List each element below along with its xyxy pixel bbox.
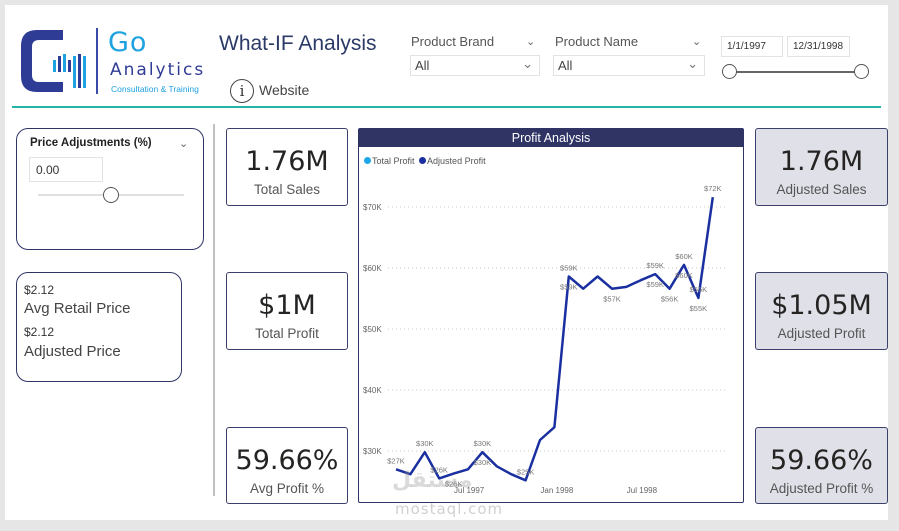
- logo-brand-analytics: Analytics: [110, 60, 206, 80]
- watermark-arabic: مستقل: [392, 468, 473, 493]
- data-label: $57K: [603, 295, 621, 304]
- data-label: $59K: [560, 264, 578, 273]
- legend-dot-total-profit-icon: [364, 157, 371, 164]
- kpi-value: 59.66%: [235, 445, 339, 476]
- kpi-value: 1.76M: [779, 146, 864, 177]
- adjusted-price-label: Adjusted Price: [24, 343, 121, 360]
- data-label: $60K: [675, 252, 693, 261]
- legend-label-adjusted-profit[interactable]: Adjusted Profit: [427, 156, 486, 166]
- data-label: $26K: [445, 480, 463, 489]
- legend-dot-adjusted-profit-icon: [419, 157, 427, 164]
- product-name-value: All: [558, 58, 573, 73]
- y-tick-label: $40K: [363, 386, 382, 395]
- kpi-label: Avg Profit %: [249, 481, 325, 496]
- chart-plot-area: $30K $40K $50K $60K $70K Jul 1997 Jan 1998 Jul …: [363, 184, 725, 495]
- product-brand-collapse-chevron-icon[interactable]: ⌄: [526, 35, 536, 48]
- data-label: $59K: [560, 283, 578, 292]
- header-divider: [12, 106, 881, 108]
- data-label: $59K: [646, 261, 664, 270]
- data-label: $30K: [474, 458, 492, 467]
- kpi-label: Adjusted Profit %: [769, 481, 874, 496]
- date-start-input[interactable]: 1/1/1997: [721, 36, 783, 57]
- profit-analysis-chart[interactable]: [358, 128, 744, 503]
- y-tick-label: $30K: [363, 447, 382, 456]
- avg-retail-price-value: $2.12: [24, 283, 55, 297]
- chart-title: Profit Analysis: [359, 129, 743, 147]
- adjusted-price-value: $2.12: [24, 325, 55, 339]
- chevron-down-icon: ⌄: [687, 56, 698, 71]
- kpi-card-adjusted-profit-pct: 59.66% Adjusted Profit %: [755, 427, 888, 504]
- go-analytics-logo-icon: [21, 30, 86, 92]
- kpi-value: $1M: [258, 290, 316, 321]
- data-label: $72K: [704, 184, 722, 193]
- info-circle-icon[interactable]: i: [230, 79, 254, 103]
- date-range-start-handle[interactable]: [722, 64, 737, 79]
- y-tick-label: $50K: [363, 325, 382, 334]
- kpi-card-adjusted-profit: $1.05M Adjusted Profit: [755, 272, 888, 350]
- kpi-card-total-sales: 1.76M Total Sales: [226, 128, 348, 206]
- vertical-divider: [213, 124, 215, 496]
- x-tick-label: Jan 1998: [540, 486, 573, 495]
- kpi-label: Total Profit: [255, 326, 319, 341]
- data-label: $60K: [675, 271, 693, 280]
- product-brand-label: Product Brand: [411, 34, 495, 49]
- kpi-card-total-profit: $1M Total Profit: [226, 272, 348, 350]
- y-tick-label: $60K: [363, 264, 382, 273]
- kpi-value: 1.76M: [245, 146, 329, 177]
- x-tick-label: Jul 1997: [454, 486, 485, 495]
- price-adjustment-slider-handle[interactable]: [103, 187, 119, 203]
- data-label: $26K: [430, 465, 448, 474]
- product-name-label: Product Name: [555, 34, 639, 49]
- page-title: What-IF Analysis: [219, 32, 377, 55]
- adjusted-profit-line: [395, 197, 715, 482]
- data-label: $30K: [416, 439, 434, 448]
- kpi-label: Adjusted Sales: [776, 182, 867, 197]
- kpi-value: 59.66%: [770, 445, 873, 476]
- chart-legend: Total Profit Adjusted Profit: [364, 156, 486, 166]
- legend-label-total-profit[interactable]: Total Profit: [372, 156, 415, 166]
- kpi-value: $1.05M: [771, 290, 872, 321]
- kpi-card-avg-profit-pct: 59.66% Avg Profit %: [226, 427, 348, 504]
- date-range-end-handle[interactable]: [854, 64, 869, 79]
- logo-separator: [96, 28, 98, 94]
- data-label: $30K: [474, 439, 492, 448]
- product-name-collapse-chevron-icon[interactable]: ⌄: [692, 35, 702, 48]
- x-tick-label: Jul 1998: [627, 486, 658, 495]
- price-adjustment-chevron-icon[interactable]: ⌄: [179, 137, 189, 150]
- kpi-label: Adjusted Profit: [777, 326, 866, 341]
- data-label: $56K: [661, 295, 679, 304]
- watermark-latin: mostaql.com: [395, 500, 504, 518]
- product-name-dropdown[interactable]: All ⌄: [553, 55, 705, 76]
- y-tick-label: $70K: [363, 203, 382, 212]
- price-adjustment-title: Price Adjustments (%): [30, 137, 152, 149]
- chevron-down-icon: ⌄: [522, 56, 533, 71]
- logo-tagline: Consultation & Training: [111, 84, 199, 94]
- price-info-panel: [16, 272, 182, 382]
- avg-retail-price-label: Avg Retail Price: [24, 300, 131, 317]
- data-label: $27K: [387, 456, 405, 465]
- data-label: $56K: [690, 285, 708, 294]
- product-brand-value: All: [415, 58, 430, 73]
- logo-brand-go: Go: [108, 27, 148, 58]
- price-adjustment-input[interactable]: 0.00: [29, 157, 103, 182]
- kpi-card-adjusted-sales: 1.76M Adjusted Sales: [755, 128, 888, 206]
- data-label: $59K: [646, 280, 664, 289]
- date-end-input[interactable]: 12/31/1998: [787, 36, 850, 57]
- product-brand-dropdown[interactable]: All ⌄: [410, 55, 540, 76]
- date-range-track[interactable]: [730, 71, 861, 73]
- data-label: $55K: [690, 304, 708, 313]
- data-label: $25K: [517, 467, 535, 476]
- kpi-label: Total Sales: [253, 182, 321, 197]
- website-link[interactable]: Website: [259, 82, 310, 98]
